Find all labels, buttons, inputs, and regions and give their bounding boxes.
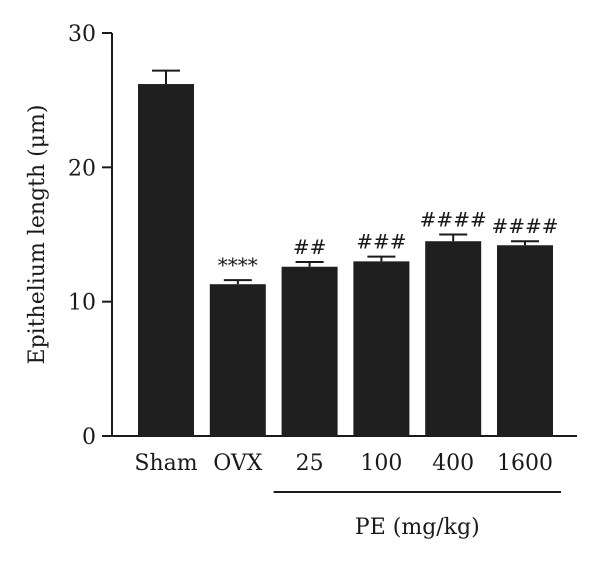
significance-annotations: ****## ####### #### [218,208,559,278]
bar [353,261,410,436]
error-bars [152,69,539,285]
y-tick-label: 10 [68,291,96,316]
y-tick-label: 20 [68,156,96,181]
bar [497,245,553,436]
y-tick-label: 0 [82,425,96,450]
significance-mark: #### [491,214,558,238]
x-category-label: Sham [134,451,197,476]
bar [209,284,266,436]
bars [138,84,553,437]
significance-mark: ## [293,235,327,259]
y-tick-label: 30 [68,22,96,47]
significance-mark: ### [356,230,406,254]
x-category-label: 400 [432,451,474,476]
bar [281,266,338,436]
significance-mark: #### [420,208,487,232]
x-axis-labels: Sham OVX 25 100 400 1600 [134,451,553,476]
x-category-label: 25 [296,451,324,476]
x-category-label: 100 [360,451,402,476]
pe-group-label: PE (mg/kg) [355,515,480,540]
x-category-label: 1600 [497,451,553,476]
bar [425,241,482,436]
x-category-label: OVX [213,451,263,476]
significance-mark: **** [218,253,258,277]
y-axis-title: Epithelium length (μm) [25,105,50,365]
bar [138,84,194,437]
